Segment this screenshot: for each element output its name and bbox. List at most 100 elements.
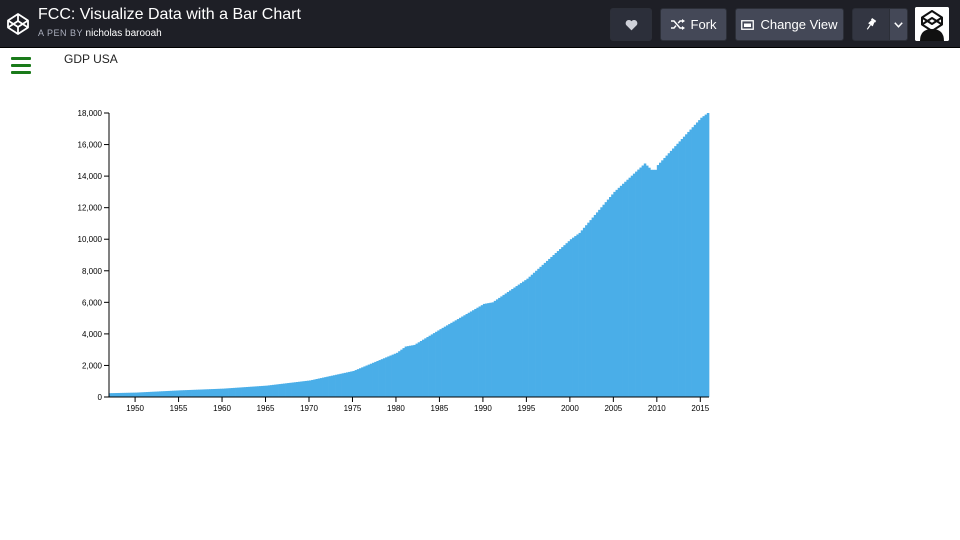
bar (169, 390, 173, 397)
y-tick-label: 16,000 (78, 141, 103, 150)
bar (176, 390, 179, 397)
bar (306, 380, 310, 397)
bar (378, 360, 382, 397)
bar (443, 326, 447, 397)
bar (380, 359, 384, 397)
author-link[interactable]: nicholas barooah (85, 28, 162, 39)
bar (339, 373, 342, 397)
bar (385, 357, 388, 397)
y-tick-label: 4,000 (82, 330, 103, 339)
x-tick-label: 1995 (517, 404, 535, 413)
fork-button[interactable]: Fork (660, 8, 727, 41)
bar (167, 390, 171, 397)
bar (259, 386, 262, 397)
bar (352, 370, 355, 397)
bar (617, 187, 621, 397)
bar (437, 330, 440, 397)
bar (406, 346, 410, 397)
bar (272, 384, 275, 397)
bar (400, 349, 403, 397)
bar (509, 290, 512, 397)
page-heading: GDP USA (64, 52, 118, 66)
bar (391, 354, 395, 397)
bar (609, 197, 612, 397)
user-avatar[interactable] (915, 7, 949, 41)
bar (413, 344, 416, 397)
bar (493, 300, 497, 397)
bar (241, 387, 245, 397)
bar (695, 122, 699, 397)
bar (465, 314, 469, 397)
pin-button[interactable] (852, 8, 890, 41)
bar (511, 289, 514, 397)
bar (593, 214, 597, 397)
bar (539, 266, 542, 397)
bar (250, 386, 253, 397)
y-tick-label: 14,000 (78, 172, 103, 181)
bar (526, 278, 529, 397)
bar (182, 390, 186, 397)
bar (669, 150, 673, 397)
byline-prefix: A PEN BY (38, 28, 84, 38)
bar (452, 321, 455, 397)
bars-group (109, 113, 710, 398)
bar (567, 241, 571, 397)
bar (450, 322, 453, 397)
bar (309, 380, 312, 397)
bar (217, 388, 221, 397)
bar (152, 391, 155, 397)
bar (411, 345, 414, 397)
bar (345, 372, 349, 397)
bar (224, 388, 227, 397)
bar (637, 169, 640, 397)
x-tick-label: 1970 (300, 404, 318, 413)
bar (435, 331, 438, 397)
bar (148, 391, 151, 397)
heart-button[interactable] (610, 8, 652, 41)
bar (317, 378, 321, 397)
bar (537, 268, 540, 397)
hamburger-menu-icon[interactable] (11, 57, 31, 75)
bar (109, 393, 112, 397)
bar (261, 385, 264, 397)
bar (489, 302, 492, 397)
bar (706, 113, 710, 397)
bar (543, 262, 547, 397)
bar (204, 389, 208, 397)
bar (132, 392, 136, 397)
bar (572, 237, 575, 397)
bar (156, 391, 160, 397)
bar (222, 388, 225, 397)
bar (667, 153, 671, 397)
bar (254, 386, 258, 397)
bar (226, 388, 229, 397)
bar (367, 364, 371, 397)
x-tick-label: 1975 (344, 404, 362, 413)
bar (195, 389, 199, 397)
bar (626, 179, 629, 397)
bar (298, 381, 301, 397)
bar (206, 389, 210, 397)
bar (495, 299, 499, 398)
y-tick-label: 0 (98, 393, 103, 402)
pin-dropdown-button[interactable] (889, 8, 908, 41)
bar (402, 348, 405, 397)
bar (441, 327, 445, 397)
bar (289, 382, 292, 397)
bar (274, 384, 277, 397)
bar (624, 181, 627, 397)
bar (491, 302, 495, 397)
codepen-logo-icon[interactable] (6, 12, 30, 36)
change-view-button[interactable]: Change View (735, 8, 844, 41)
bar (502, 294, 505, 397)
bar (337, 374, 340, 397)
bar (522, 281, 525, 398)
bar (663, 157, 666, 397)
bar (691, 127, 695, 397)
bar (211, 389, 214, 397)
bar (265, 385, 269, 397)
bar (295, 382, 299, 397)
bar (622, 183, 625, 397)
bar (267, 385, 271, 397)
bar (304, 380, 308, 397)
